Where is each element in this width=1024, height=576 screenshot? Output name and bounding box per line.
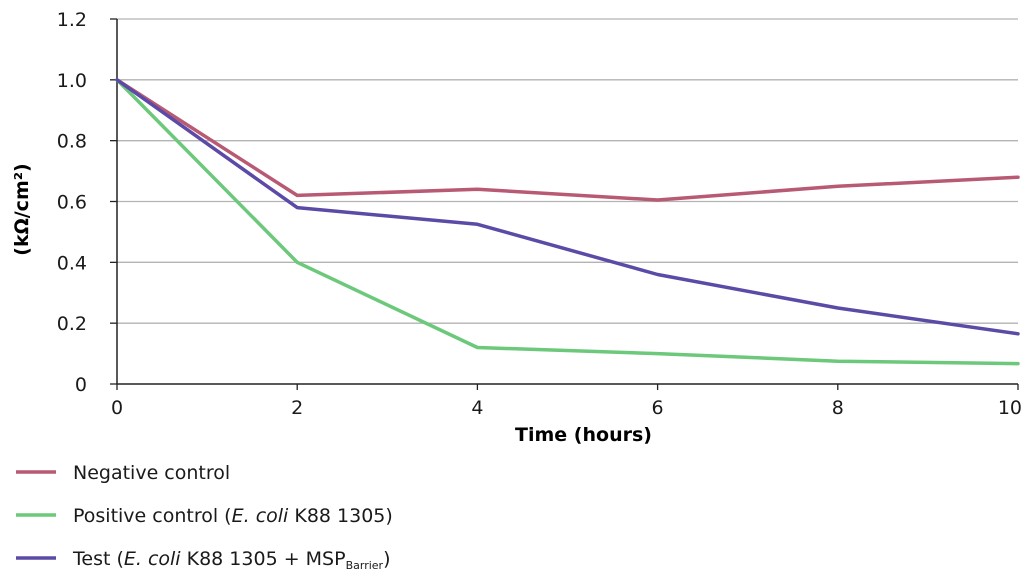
x-tick-label: 8 bbox=[832, 397, 844, 419]
legend-item: Test (E. coli K88 1305 + MSPBarrier) bbox=[16, 548, 391, 572]
y-tick-label: 0.4 bbox=[57, 252, 87, 274]
x-axis-title: Time (hours) bbox=[515, 424, 652, 446]
legend-label-part: Negative control bbox=[73, 462, 230, 484]
y-tick-label: 0 bbox=[75, 374, 87, 396]
legend-item: Negative control bbox=[16, 462, 230, 484]
x-tick-label: 6 bbox=[652, 397, 664, 419]
series-line-2 bbox=[115, 78, 1020, 366]
legend-label-part: E. coli bbox=[232, 505, 289, 527]
legend-label-part: Positive control ( bbox=[73, 505, 232, 527]
legend-label: Negative control bbox=[73, 462, 230, 484]
series-line-1 bbox=[115, 78, 1020, 202]
x-tick-label: 4 bbox=[471, 397, 483, 419]
legend-label-part: Test ( bbox=[72, 548, 124, 570]
legend-label-part: Barrier bbox=[346, 559, 384, 572]
legend-label-part: E. coli bbox=[124, 548, 181, 570]
legend-label-part: K88 1305) bbox=[288, 505, 392, 527]
y-tick-label: 1.2 bbox=[57, 9, 87, 31]
tick-labels: 0 0.2 0.4 0.6 0.8 1.0 1.2 0 2 4 6 8 10 bbox=[57, 9, 1022, 419]
x-tick-label: 2 bbox=[291, 397, 303, 419]
y-tick-label: 0.8 bbox=[57, 131, 87, 153]
y-tick-label: 0.6 bbox=[57, 192, 87, 214]
axes bbox=[110, 18, 1019, 390]
legend-label: Test (E. coli K88 1305 + MSPBarrier) bbox=[72, 548, 391, 572]
y-tick-label: 1.0 bbox=[57, 70, 87, 92]
legend-label: Positive control (E. coli K88 1305) bbox=[73, 505, 393, 527]
x-tick-label: 0 bbox=[111, 397, 123, 419]
legend-label-part: ) bbox=[383, 548, 390, 570]
y-tick-label: 0.2 bbox=[57, 313, 87, 335]
y-axis-title: (kΩ/cm²) bbox=[11, 163, 33, 255]
x-tick-label: 10 bbox=[998, 397, 1022, 419]
series-line-3 bbox=[115, 78, 1020, 336]
series-lines bbox=[115, 78, 1020, 366]
gridlines bbox=[117, 18, 1018, 324]
legend-label-part: K88 1305 + MSP bbox=[181, 548, 346, 570]
legend-item: Positive control (E. coli K88 1305) bbox=[16, 505, 393, 527]
